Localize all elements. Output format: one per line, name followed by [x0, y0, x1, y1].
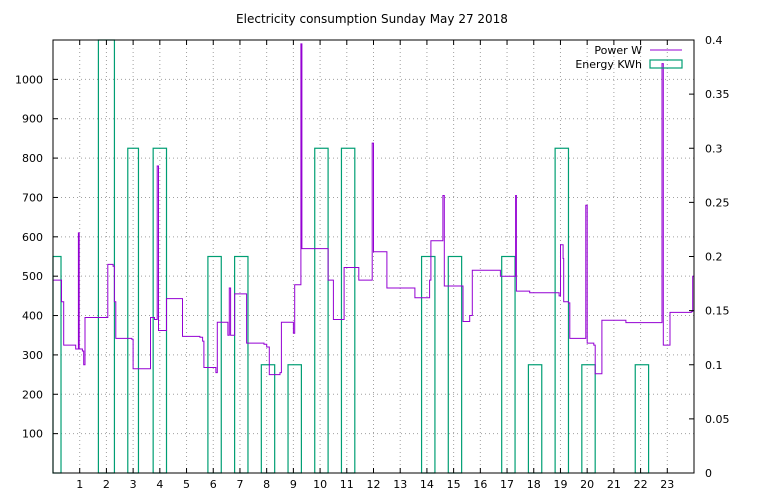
legend-energy-label: Energy KWh — [575, 58, 642, 71]
x-tick-label: 18 — [527, 478, 541, 491]
y-axis-right: 0 0.05 0.1 0.15 0.2 0.25 0.3 0.35 0.4 — [689, 34, 730, 480]
x-tick-label: 1 — [76, 478, 83, 491]
x-tick-label: 5 — [183, 478, 190, 491]
y-tick-label: 800 — [22, 152, 43, 165]
energy-bar — [527, 364, 543, 474]
y-axis-left: 100 200 300 400 500 600 700 800 900 1000 — [15, 73, 58, 441]
x-tick-label: 4 — [156, 478, 163, 491]
x-tick-label: 2 — [103, 478, 110, 491]
y-tick-label: 500 — [22, 270, 43, 283]
energy-bar — [581, 364, 596, 474]
chart-title: Electricity consumption Sunday May 27 20… — [236, 12, 508, 26]
energy-bar — [634, 364, 650, 474]
energy-bar — [340, 147, 356, 474]
energy-bar — [287, 364, 302, 474]
energy-bar — [207, 255, 222, 474]
y-tick-label: 1000 — [15, 73, 43, 86]
x-tick-label: 6 — [210, 478, 217, 491]
legend: Power W Energy KWh — [575, 44, 683, 71]
x-tick-label: 11 — [340, 478, 354, 491]
energy-bar — [420, 255, 436, 474]
legend-power-label: Power W — [594, 44, 642, 57]
x-tick-label: 8 — [263, 478, 270, 491]
y2-tick-label: 0.2 — [705, 251, 723, 264]
power-series — [53, 43, 694, 376]
x-tick-label: 14 — [420, 478, 434, 491]
energy-bars — [52, 39, 650, 474]
x-tick-label: 21 — [607, 478, 621, 491]
x-tick-label: 10 — [313, 478, 327, 491]
y2-tick-label: 0.15 — [705, 305, 730, 318]
energy-bar — [447, 255, 463, 474]
y2-tick-label: 0.1 — [705, 359, 723, 372]
x-axis: 1 2 3 4 5 6 7 8 9 10 11 12 13 14 15 16 17 18 19 20 21 22 23 — [76, 40, 674, 491]
y-tick-label: 900 — [22, 113, 43, 126]
power-line — [53, 43, 694, 376]
x-tick-label: 23 — [660, 478, 674, 491]
y-tick-label: 100 — [22, 428, 43, 441]
y2-tick-label: 0 — [705, 467, 712, 480]
y-tick-label: 700 — [22, 191, 43, 204]
y-tick-label: 400 — [22, 310, 43, 323]
x-tick-label: 19 — [553, 478, 567, 491]
x-tick-label: 15 — [447, 478, 461, 491]
x-tick-label: 17 — [500, 478, 514, 491]
x-tick-label: 13 — [393, 478, 407, 491]
x-tick-label: 3 — [130, 478, 137, 491]
y-tick-label: 600 — [22, 231, 43, 244]
energy-bar — [52, 255, 62, 474]
legend-energy-swatch — [649, 59, 683, 69]
x-tick-label: 9 — [290, 478, 297, 491]
y2-tick-label: 0.4 — [705, 34, 723, 47]
x-tick-label: 12 — [367, 478, 381, 491]
energy-bar — [501, 255, 516, 474]
y2-tick-label: 0.3 — [705, 142, 723, 155]
y2-tick-label: 0.35 — [705, 88, 730, 101]
x-tick-label: 20 — [580, 478, 594, 491]
x-tick-label: 7 — [236, 478, 243, 491]
grid-lines — [53, 40, 694, 473]
y-tick-label: 200 — [22, 388, 43, 401]
x-tick-label: 16 — [473, 478, 487, 491]
y2-tick-label: 0.25 — [705, 196, 730, 209]
energy-bar — [234, 255, 249, 474]
y-tick-label: 300 — [22, 349, 43, 362]
y2-tick-label: 0.05 — [705, 413, 730, 426]
x-tick-label: 22 — [634, 478, 648, 491]
energy-bar — [260, 364, 276, 474]
